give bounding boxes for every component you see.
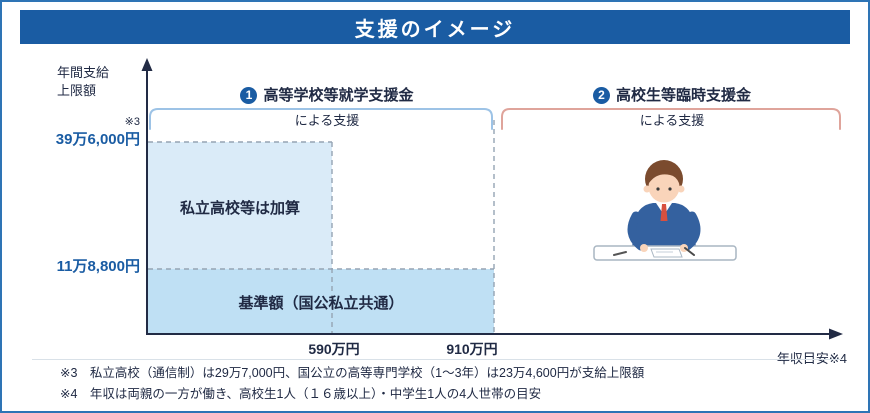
support-1-number-badge: 1 xyxy=(240,87,258,104)
person-collar xyxy=(656,203,672,215)
person-arm-left xyxy=(627,211,646,251)
y-tick-118800: 11万8,800円 xyxy=(56,258,140,275)
person-illustration xyxy=(593,160,737,261)
base-amount-label: 基準額（国公私立共通） xyxy=(238,295,404,312)
x-tick-910: 910万円 xyxy=(446,341,498,357)
y-axis-title-line1: 年間支給 xyxy=(57,65,110,80)
x-tick-590: 590万円 xyxy=(308,341,360,357)
person-face xyxy=(648,171,680,203)
support-2-title: 2 高校生等臨時支援金 xyxy=(502,86,842,106)
x-axis-title: 年収目安※4 xyxy=(776,351,847,366)
person-suit xyxy=(632,203,696,248)
pen-on-desk-icon xyxy=(613,251,627,256)
support-2-subtitle: による支援 xyxy=(639,113,705,128)
support-2-number-badge: 2 xyxy=(592,87,610,104)
person-hand-right xyxy=(680,244,688,252)
footnote-4: ※4 年収は両親の一方が働き、高校生1人（１６歳以上）・中学生1人の4人世帯の目… xyxy=(60,387,542,401)
person-hair xyxy=(645,160,683,198)
person-fringe xyxy=(649,170,679,183)
footnote-divider xyxy=(32,359,842,360)
person-ear-right xyxy=(677,185,685,193)
y-tick-396000: 39万6,000円 xyxy=(55,131,140,148)
support-1-title-text: 高等学校等就学支援金 xyxy=(263,87,414,104)
person-hand-left xyxy=(640,244,648,252)
y-axis-title-line2: 上限額 xyxy=(57,83,97,98)
support-2-block: 2 高校生等臨時支援金 による支援 xyxy=(502,86,842,129)
desk xyxy=(593,245,737,261)
support-1-subtitle: による支援 xyxy=(294,113,360,128)
support-2-title-text: 高校生等臨時支援金 xyxy=(615,87,751,104)
pen-in-hand-icon xyxy=(684,247,695,256)
person-arm-right xyxy=(682,211,701,251)
person-tie xyxy=(660,204,668,221)
private-addition-label: 私立高校等は加算 xyxy=(179,200,300,217)
footnote-3: ※3 私立高校（通信制）は29万7,000円、国公立の高等専門学校（1～3年）は… xyxy=(60,366,645,380)
page-title: 支援のイメージ xyxy=(20,10,850,44)
note-ref-3: ※3 xyxy=(124,116,140,128)
person-eye-right xyxy=(668,187,672,191)
support-1-title: 1 高等学校等就学支援金 xyxy=(152,86,502,106)
person-ear-left xyxy=(643,185,651,193)
paper xyxy=(650,248,683,258)
support-1-block: 1 高等学校等就学支援金 による支援 xyxy=(152,86,502,129)
person-eye-left xyxy=(656,187,660,191)
x-axis xyxy=(146,328,843,340)
